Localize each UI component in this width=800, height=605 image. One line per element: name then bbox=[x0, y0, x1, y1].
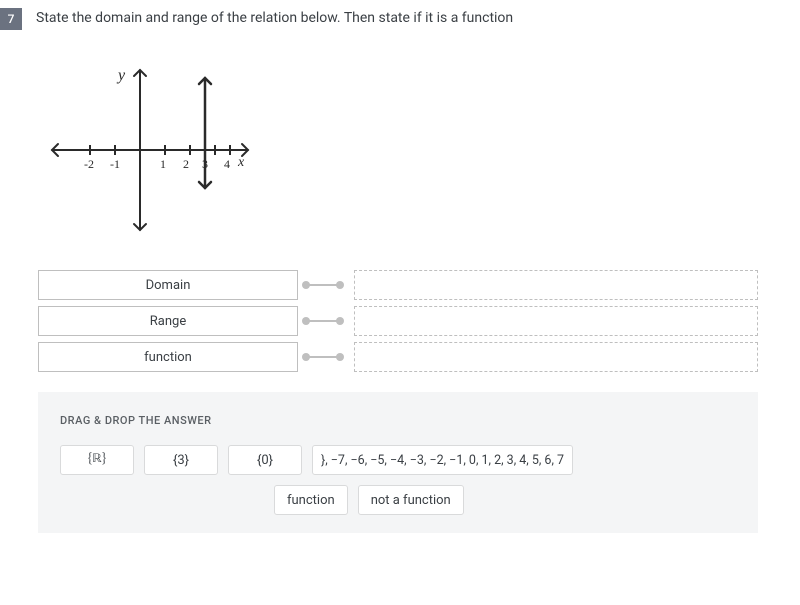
choice-function[interactable]: function bbox=[274, 485, 348, 515]
match-label-range: Range bbox=[38, 306, 298, 336]
choice-not-a-function[interactable]: not a function bbox=[358, 485, 464, 515]
choice-real-numbers[interactable]: {ℝ} bbox=[60, 445, 134, 475]
dropzone-range[interactable] bbox=[354, 306, 758, 336]
choice-set-0[interactable]: {0} bbox=[228, 445, 302, 475]
choices-row-2: function not a function bbox=[274, 485, 736, 515]
svg-text:y: y bbox=[116, 67, 126, 84]
svg-text:4: 4 bbox=[224, 157, 230, 171]
choice-set-3[interactable]: {3} bbox=[144, 445, 218, 475]
answer-panel: DRAG & DROP THE ANSWER {ℝ} {3} {0} }, −7… bbox=[38, 392, 758, 533]
svg-text:-1: -1 bbox=[110, 157, 120, 171]
match-rows: Domain Range function bbox=[38, 270, 758, 372]
choice-integer-list[interactable]: }, −7, −6, −5, −4, −3, −2, −1, 0, 1, 2, … bbox=[312, 445, 573, 475]
connector-icon bbox=[298, 306, 348, 336]
svg-text:1: 1 bbox=[160, 157, 166, 171]
choices-row-1: {ℝ} {3} {0} }, −7, −6, −5, −4, −3, −2, −… bbox=[60, 445, 736, 475]
match-label-domain: Domain bbox=[38, 270, 298, 300]
dropzone-domain[interactable] bbox=[354, 270, 758, 300]
dropzone-function[interactable] bbox=[354, 342, 758, 372]
answer-panel-title: DRAG & DROP THE ANSWER bbox=[60, 414, 736, 427]
svg-text:x: x bbox=[237, 155, 245, 170]
connector-icon bbox=[298, 270, 348, 300]
svg-text:-2: -2 bbox=[84, 157, 94, 171]
svg-text:2: 2 bbox=[183, 157, 189, 171]
match-label-function: function bbox=[38, 342, 298, 372]
question-number-badge: 7 bbox=[0, 8, 22, 30]
question-text: State the domain and range of the relati… bbox=[36, 8, 513, 26]
connector-icon bbox=[298, 342, 348, 372]
relation-graph: -2 -1 1 2 3 4 y x bbox=[40, 60, 260, 240]
